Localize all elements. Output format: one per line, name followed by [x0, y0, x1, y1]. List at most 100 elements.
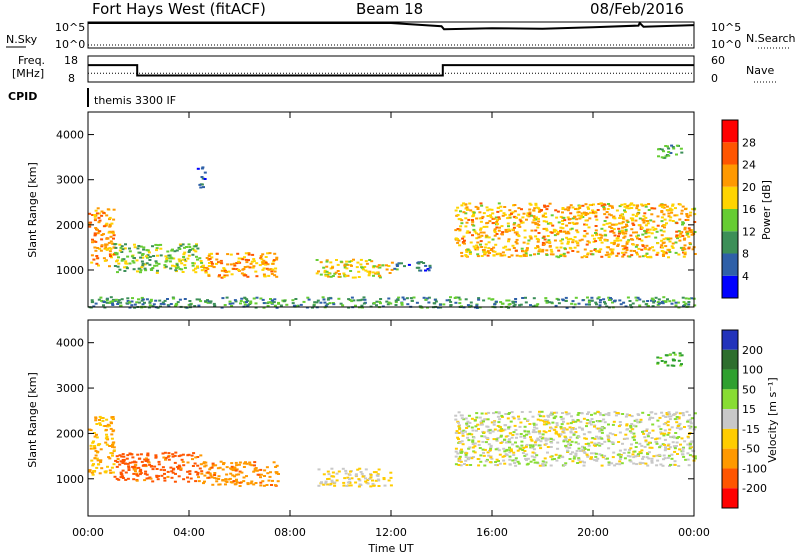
velocity-cell	[506, 440, 510, 443]
velocity-cell	[533, 461, 537, 464]
velocity-cell	[460, 414, 464, 417]
power-cell	[626, 296, 630, 299]
power-cell	[240, 272, 244, 275]
power-cell	[556, 231, 560, 234]
power-cell	[638, 298, 642, 301]
velocity-cell	[577, 442, 580, 445]
velocity-cell	[515, 433, 519, 436]
velocity-cell	[204, 464, 208, 467]
velocity-cell	[640, 444, 644, 447]
power-cell	[188, 248, 192, 251]
power-cell	[663, 224, 667, 226]
velocity-cell	[571, 451, 574, 454]
power-cell	[529, 254, 533, 257]
power-cell	[657, 302, 661, 305]
power-cell	[669, 237, 673, 240]
power-cell	[148, 301, 152, 304]
power-cell	[674, 301, 678, 304]
power-cell	[106, 208, 110, 211]
velocity-cell	[163, 479, 167, 482]
velocity-cell	[504, 441, 508, 444]
power-cell	[117, 256, 120, 259]
power-cell	[159, 254, 163, 257]
power-cell	[347, 306, 351, 309]
power-cell	[682, 238, 686, 241]
power-cell	[545, 229, 549, 232]
power-cell	[108, 253, 112, 256]
velocity-cell	[96, 444, 100, 447]
power-cell	[660, 244, 664, 247]
power-cell	[618, 222, 622, 225]
velocity-cell	[369, 473, 373, 476]
velocity-cell	[354, 481, 358, 484]
power-cell	[264, 256, 268, 258]
power-cell	[677, 234, 681, 237]
velocity-cell	[173, 461, 177, 464]
power-cell	[681, 296, 685, 299]
power-cell	[675, 153, 678, 156]
power-cell	[141, 303, 145, 306]
power-cell	[458, 228, 462, 231]
power-cell	[605, 222, 609, 225]
velocity-cell	[495, 458, 499, 461]
velocity-cell	[686, 435, 690, 438]
power-cell	[667, 212, 671, 215]
power-cell	[588, 203, 592, 206]
velocity-cell	[111, 445, 114, 448]
velocity-cell	[570, 440, 574, 443]
velocity-cell	[171, 455, 175, 458]
power-cell	[534, 229, 538, 232]
power-cell	[271, 268, 275, 271]
power-cell	[621, 245, 625, 248]
velocity-cell	[171, 453, 175, 456]
power-cell	[566, 206, 570, 209]
power-cell	[420, 306, 424, 309]
power-cell	[94, 227, 98, 229]
velocity-cell	[598, 444, 602, 447]
velocity-cell	[157, 460, 161, 463]
velocity-cell	[537, 413, 541, 416]
velocity-cell	[477, 443, 481, 446]
velocity-cell	[457, 421, 460, 424]
power-cell	[118, 249, 122, 252]
velocity-cell	[668, 428, 672, 431]
power-cell	[163, 299, 167, 302]
velocity-cell	[566, 422, 570, 425]
power-cell	[198, 257, 202, 260]
power-cell	[647, 248, 651, 251]
power-cell	[269, 298, 272, 300]
velocity-cell	[484, 441, 488, 444]
power-cell	[652, 301, 656, 304]
velocity-cell	[582, 449, 585, 452]
velocity-cell	[553, 458, 556, 460]
power-cell	[465, 221, 469, 224]
power-cell	[148, 255, 152, 258]
power-cell	[246, 265, 250, 268]
power-cell	[319, 261, 323, 264]
velocity-cell	[89, 429, 93, 432]
velocity-cell	[658, 416, 662, 419]
velocity-cell	[556, 447, 560, 450]
velocity-cell	[333, 484, 337, 487]
velocity-cell	[121, 453, 125, 456]
power-cell	[560, 242, 564, 245]
power-cell	[584, 303, 588, 306]
power-cell	[678, 235, 682, 238]
velocity-cell	[88, 470, 92, 473]
power-cell	[668, 240, 672, 243]
power-cell	[672, 147, 676, 150]
power-cell	[193, 305, 197, 307]
velocity-cell	[330, 467, 334, 470]
velocity-cell	[560, 418, 564, 421]
power-cell	[461, 241, 465, 243]
power-cell	[360, 298, 364, 301]
velocity-cell	[227, 478, 231, 481]
x-tick-label: 08:00	[274, 526, 306, 539]
power-cell	[306, 296, 310, 299]
power-cell	[676, 301, 680, 304]
velocity-cell	[166, 470, 170, 473]
power-cell	[520, 247, 524, 250]
velocity-cell	[577, 458, 581, 461]
power-cell	[96, 257, 100, 260]
power-cell	[586, 212, 590, 215]
